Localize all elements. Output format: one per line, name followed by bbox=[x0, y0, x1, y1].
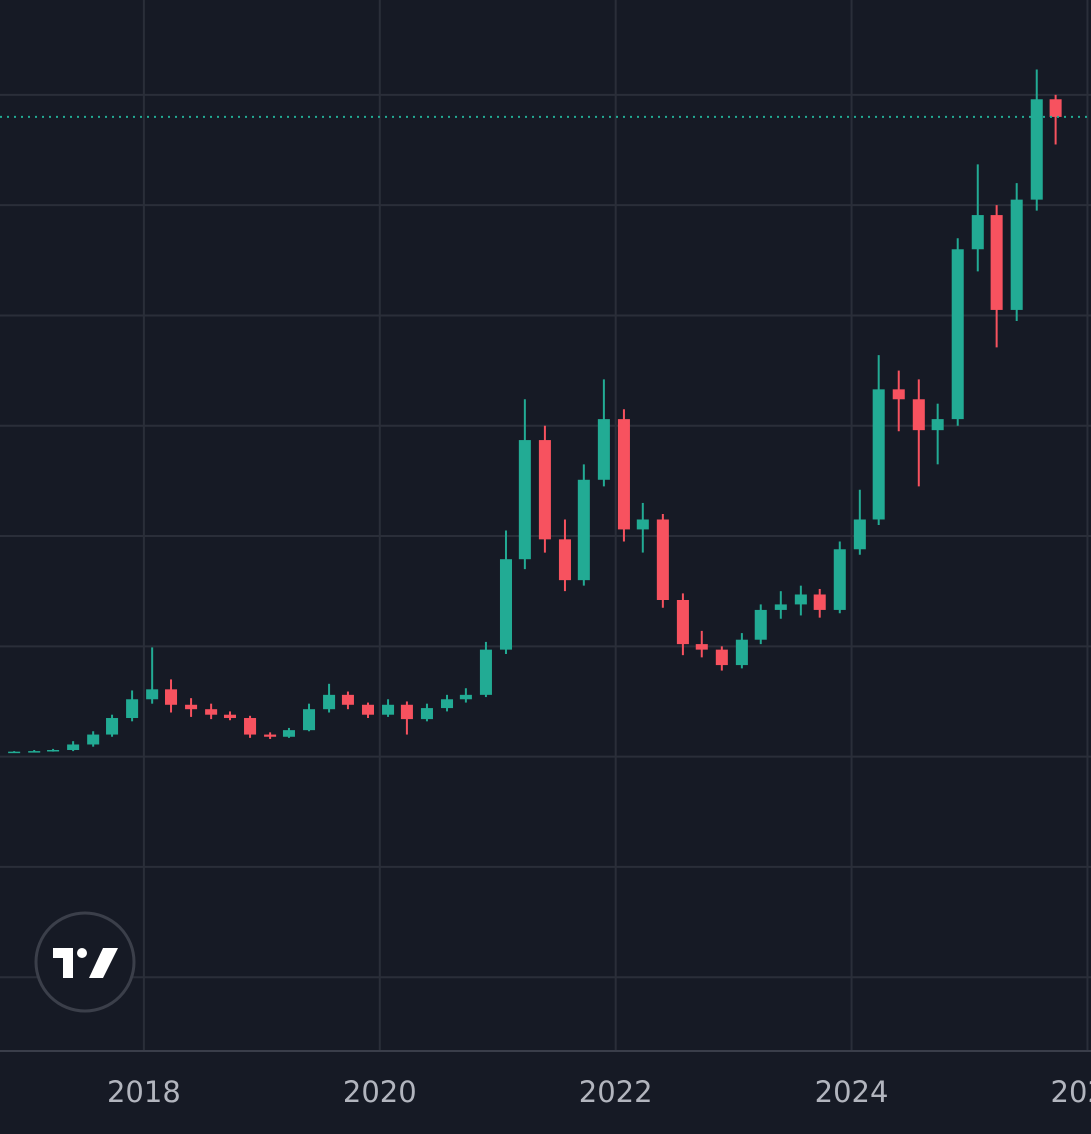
candle-body bbox=[892, 389, 905, 400]
candle-body bbox=[165, 689, 178, 705]
candle-body bbox=[636, 519, 649, 530]
candle-body bbox=[244, 718, 257, 735]
logo-shape bbox=[77, 948, 87, 958]
logo-ring bbox=[34, 911, 136, 1013]
candle-body bbox=[676, 600, 689, 645]
candle-body bbox=[774, 604, 787, 610]
candle-body bbox=[971, 215, 984, 250]
candle-body bbox=[577, 479, 590, 581]
candle-body bbox=[912, 399, 925, 431]
candle-body bbox=[538, 440, 551, 540]
candle-body bbox=[695, 644, 708, 650]
candle-body bbox=[518, 440, 531, 560]
candle-body bbox=[440, 699, 454, 709]
candles bbox=[0, 69, 1091, 754]
candle-body bbox=[735, 639, 748, 666]
x-tick-label: 2020 bbox=[343, 1075, 417, 1109]
candle-body bbox=[47, 750, 60, 752]
candle-body bbox=[341, 694, 354, 705]
candle-body bbox=[185, 704, 198, 710]
logo-shape bbox=[89, 948, 118, 978]
logo-shape bbox=[63, 948, 73, 978]
candle-body bbox=[67, 744, 80, 750]
candle-body bbox=[205, 709, 218, 715]
candle-body bbox=[754, 609, 767, 640]
candle-body bbox=[303, 709, 316, 731]
logo bbox=[34, 911, 136, 1013]
candle-body bbox=[126, 699, 139, 719]
candle-body bbox=[479, 649, 492, 695]
candle-body bbox=[1010, 199, 1023, 310]
candle-body bbox=[617, 419, 630, 530]
x-tick-label: 2026 bbox=[1051, 1075, 1091, 1109]
candle-body bbox=[282, 730, 295, 737]
candle-body bbox=[656, 519, 669, 600]
candle-body bbox=[794, 594, 807, 605]
candle-body bbox=[951, 249, 964, 420]
candle-body bbox=[28, 751, 41, 753]
candle-body bbox=[146, 689, 159, 700]
candle-body bbox=[597, 419, 610, 480]
candle-body bbox=[1030, 99, 1043, 200]
candle-body bbox=[499, 559, 513, 650]
candle-body bbox=[8, 751, 21, 754]
candle-body bbox=[931, 419, 944, 431]
x-tick-label: 2022 bbox=[579, 1075, 653, 1109]
candle-body bbox=[813, 594, 826, 610]
candle-body bbox=[420, 708, 433, 720]
candle-body bbox=[872, 389, 885, 520]
x-tick-label: 2024 bbox=[815, 1075, 889, 1109]
candle-body bbox=[106, 718, 119, 735]
x-axis: 2018 2020 2022 2024 2026 bbox=[107, 1075, 1091, 1109]
candle-body bbox=[1049, 99, 1062, 117]
candle-body bbox=[382, 704, 395, 715]
candle-body bbox=[833, 549, 846, 610]
candle-body bbox=[558, 539, 571, 581]
x-tick-label: 2018 bbox=[107, 1075, 181, 1109]
candle-body bbox=[264, 734, 277, 737]
candle-body bbox=[459, 694, 472, 700]
candle-body bbox=[223, 714, 237, 719]
candle-body bbox=[361, 704, 375, 715]
candle-body bbox=[400, 704, 413, 720]
candle-body bbox=[853, 519, 866, 550]
candle-body bbox=[990, 215, 1003, 310]
candle-body bbox=[715, 649, 728, 666]
candle-body bbox=[87, 734, 100, 745]
candle-body bbox=[323, 694, 336, 710]
